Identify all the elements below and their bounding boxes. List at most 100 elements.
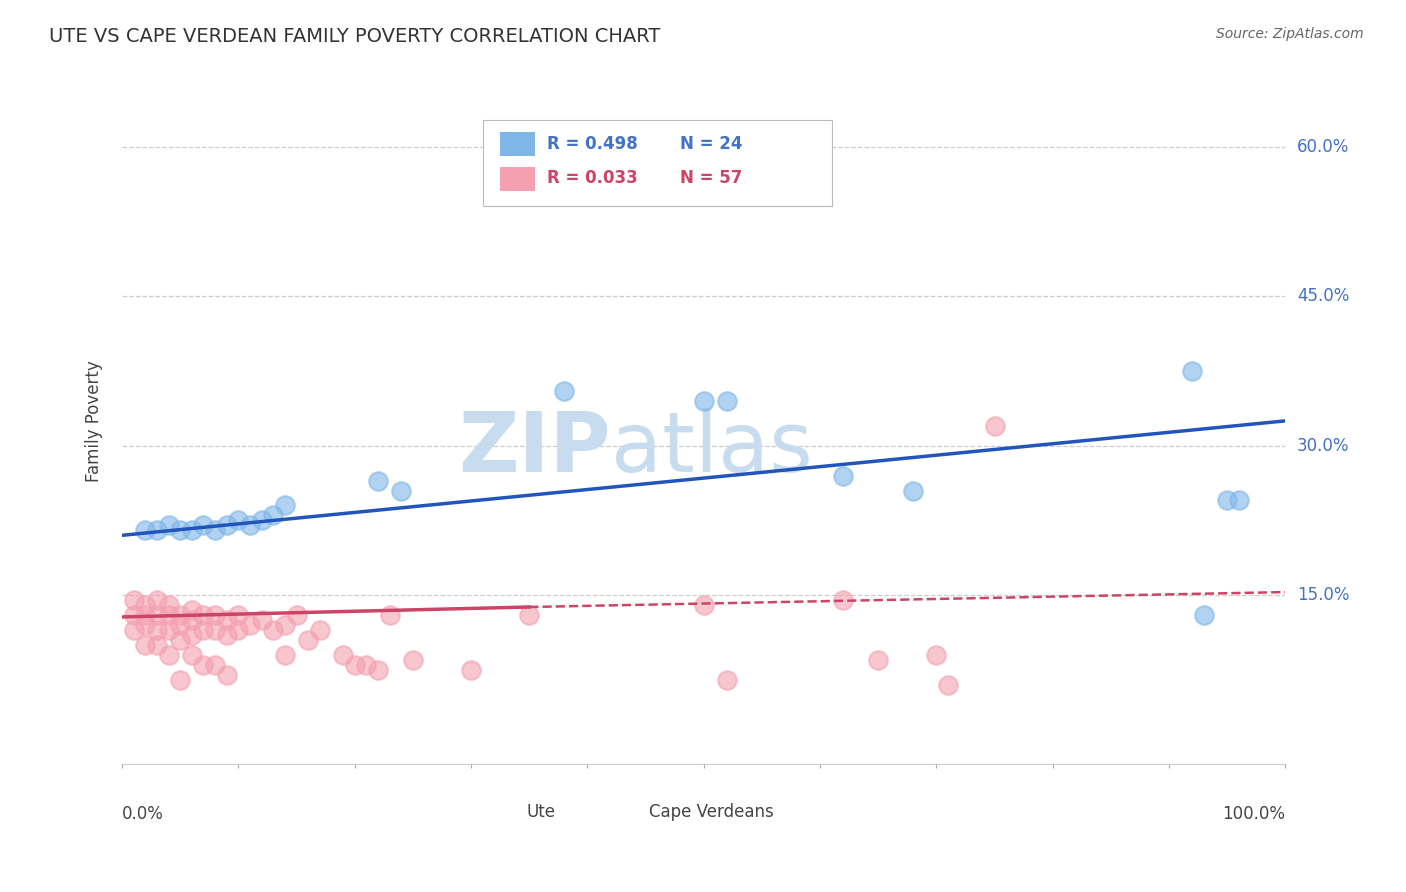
Point [332,648,354,662]
Point [204,657,226,672]
Bar [501,132,536,156]
Point [1181,364,1204,378]
Point [250,613,273,627]
Point [215,518,238,533]
Point [169,632,191,647]
Point [146,638,169,652]
Point [228,513,250,527]
Point [180,613,202,627]
Point [157,607,180,622]
Text: 15.0%: 15.0% [1298,586,1350,604]
Point [134,638,156,652]
Text: R = 0.033: R = 0.033 [547,169,637,187]
Point [146,524,169,538]
Point [1216,493,1239,508]
Point [274,648,297,662]
Point [122,623,145,637]
Point [169,524,191,538]
Text: 0.0%: 0.0% [122,805,165,823]
Text: Source: ZipAtlas.com: Source: ZipAtlas.com [1216,27,1364,41]
Point [274,618,297,632]
Point [122,593,145,607]
Point [402,653,425,667]
Point [1227,493,1250,508]
Bar [620,800,643,825]
Point [262,623,284,637]
Point [215,628,238,642]
Text: N = 57: N = 57 [681,169,742,187]
Point [693,598,716,612]
Point [716,673,738,687]
Point [517,607,540,622]
Point [204,607,226,622]
Point [983,418,1005,433]
Bar [501,167,536,191]
Point [868,653,890,667]
Text: 100.0%: 100.0% [1222,805,1285,823]
Point [193,623,215,637]
Point [157,623,180,637]
Text: N = 24: N = 24 [681,135,742,153]
Point [832,468,855,483]
Point [343,657,366,672]
Point [134,524,156,538]
Point [169,673,191,687]
FancyBboxPatch shape [482,120,832,206]
Text: Ute: Ute [527,804,555,822]
Text: R = 0.498: R = 0.498 [547,135,637,153]
Point [228,623,250,637]
Point [460,663,482,677]
Point [716,393,738,408]
Text: UTE VS CAPE VERDEAN FAMILY POVERTY CORRELATION CHART: UTE VS CAPE VERDEAN FAMILY POVERTY CORRE… [49,27,661,45]
Point [180,628,202,642]
Point [122,607,145,622]
Point [239,618,262,632]
Point [693,393,716,408]
Text: Cape Verdeans: Cape Verdeans [650,804,773,822]
Bar [498,800,522,825]
Point [228,607,250,622]
Point [274,499,297,513]
Point [356,657,378,672]
Point [553,384,575,398]
Point [134,618,156,632]
Point [146,607,169,622]
Point [262,508,284,523]
Point [936,678,959,692]
Point [285,607,308,622]
Point [925,648,948,662]
Point [180,648,202,662]
Point [389,483,412,498]
Point [215,667,238,681]
Point [204,524,226,538]
Y-axis label: Family Poverty: Family Poverty [86,360,103,482]
Point [180,603,202,617]
Point [157,518,180,533]
Point [134,607,156,622]
Point [157,648,180,662]
Point [367,663,389,677]
Point [1192,607,1215,622]
Point [157,598,180,612]
Text: 45.0%: 45.0% [1298,287,1350,305]
Point [901,483,924,498]
Point [169,618,191,632]
Point [297,632,319,647]
Point [193,518,215,533]
Point [193,657,215,672]
Point [239,518,262,533]
Text: 60.0%: 60.0% [1298,138,1350,156]
Point [832,593,855,607]
Point [180,524,202,538]
Point [250,513,273,527]
Point [169,607,191,622]
Point [308,623,330,637]
Point [378,607,401,622]
Point [146,593,169,607]
Point [367,474,389,488]
Point [134,598,156,612]
Text: atlas: atlas [610,408,813,489]
Text: ZIP: ZIP [458,408,610,489]
Point [215,613,238,627]
Point [204,623,226,637]
